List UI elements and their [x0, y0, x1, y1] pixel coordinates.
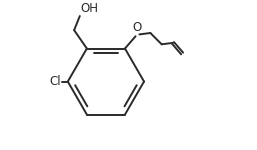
Text: O: O	[132, 21, 142, 34]
Text: OH: OH	[80, 2, 98, 15]
Text: Cl: Cl	[50, 75, 61, 88]
